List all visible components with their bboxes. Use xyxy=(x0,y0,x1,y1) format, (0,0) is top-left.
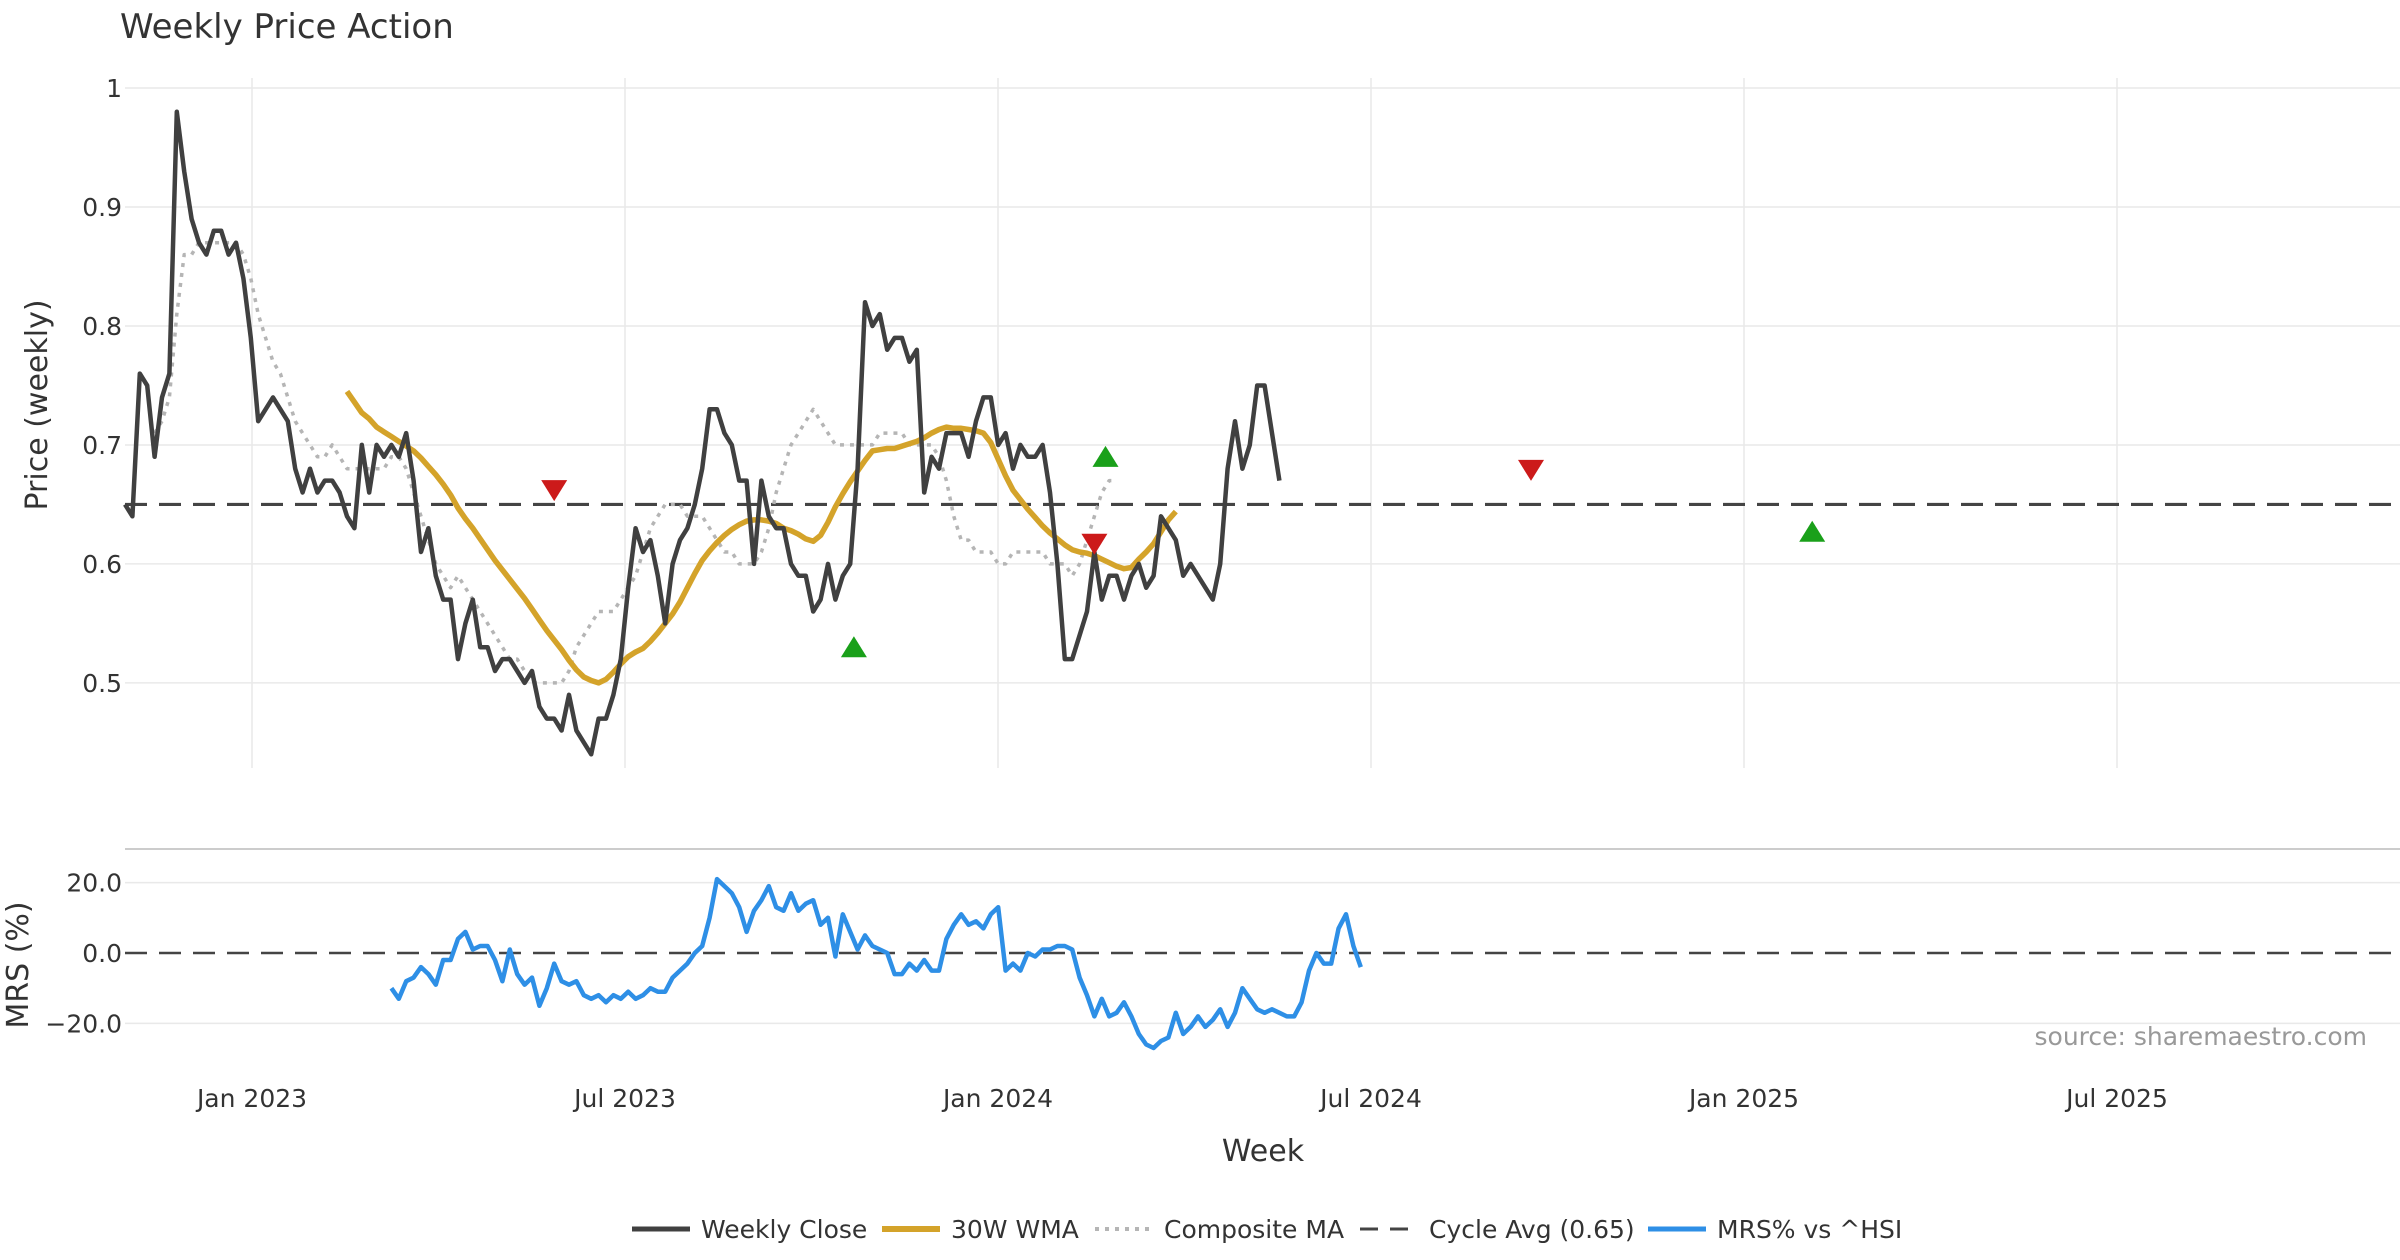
legend-label-wma: 30W WMA xyxy=(951,1215,1079,1244)
x-ticks: Jan 2023 Jul 2023 Jan 2024 Jul 2024 Jan 2025… xyxy=(195,1084,2168,1113)
mrs-y-tick: −20.0 xyxy=(45,1009,122,1038)
buy-signal-marker xyxy=(840,636,867,658)
signal-markers xyxy=(541,445,1826,658)
x-tick-label: Jul 2023 xyxy=(572,1084,676,1113)
sell-signal-marker xyxy=(541,480,568,502)
weekly-close-line xyxy=(123,109,1282,757)
x-axis-label: Week xyxy=(1222,1134,1305,1169)
buy-signal-marker xyxy=(1799,520,1826,542)
mrs-y-ticks: 20.0 0.0 −20.0 xyxy=(45,869,122,1039)
mrs-panel-grid xyxy=(125,881,2400,1025)
mrs-y-tick: 20.0 xyxy=(66,869,122,898)
source-note: source: sharemaestro.com xyxy=(2035,1022,2368,1051)
legend-label-close: Weekly Close xyxy=(701,1215,867,1244)
sell-signal-marker xyxy=(1518,459,1544,481)
price-y-tick: 1 xyxy=(106,74,122,103)
price-y-tick: 0.5 xyxy=(82,669,122,698)
mrs-line xyxy=(389,876,1363,1051)
x-tick-label: Jan 2023 xyxy=(195,1084,307,1113)
legend-label-cycle: Cycle Avg (0.65) xyxy=(1429,1215,1635,1244)
x-tick-label: Jan 2024 xyxy=(941,1084,1053,1113)
mrs-y-axis-label: MRS (%) xyxy=(1,901,36,1028)
wma-30w-line xyxy=(344,389,1178,686)
price-y-tick: 0.9 xyxy=(82,193,122,222)
composite-ma-line xyxy=(153,240,1117,685)
x-tick-label: Jan 2025 xyxy=(1687,1084,1799,1113)
x-tick-label: Jul 2025 xyxy=(2064,1084,2168,1113)
price-y-tick: 0.6 xyxy=(82,550,122,579)
mrs-y-tick: 0.0 xyxy=(82,939,122,968)
price-panel-grid xyxy=(125,78,2400,768)
legend-label-composite: Composite MA xyxy=(1164,1215,1344,1244)
price-y-axis-label: Price (weekly) xyxy=(20,299,55,510)
price-y-tick: 0.7 xyxy=(82,431,122,460)
sell-signal-marker xyxy=(1081,533,1108,555)
buy-signal-marker xyxy=(1092,445,1119,467)
legend: Weekly Close 30W WMA Composite MA Cycle … xyxy=(632,1215,1902,1244)
x-tick-label: Jul 2024 xyxy=(1318,1084,1422,1113)
price-y-ticks: 0.5 0.6 0.7 0.8 0.9 1 xyxy=(82,74,122,698)
chart-title: Weekly Price Action xyxy=(120,7,454,47)
price-y-tick: 0.8 xyxy=(82,312,122,341)
legend-label-mrs: MRS% vs ^HSI xyxy=(1717,1215,1902,1244)
